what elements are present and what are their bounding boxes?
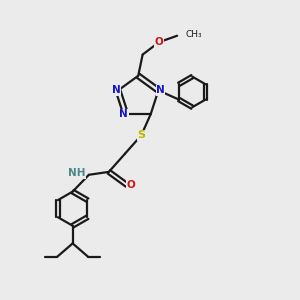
Text: N: N <box>119 109 128 119</box>
Text: O: O <box>126 180 135 190</box>
Text: N: N <box>112 85 120 95</box>
Text: NH: NH <box>68 168 86 178</box>
Text: N: N <box>156 85 165 95</box>
Text: O: O <box>154 37 163 47</box>
Text: CH₃: CH₃ <box>185 30 202 39</box>
Text: S: S <box>137 130 145 140</box>
